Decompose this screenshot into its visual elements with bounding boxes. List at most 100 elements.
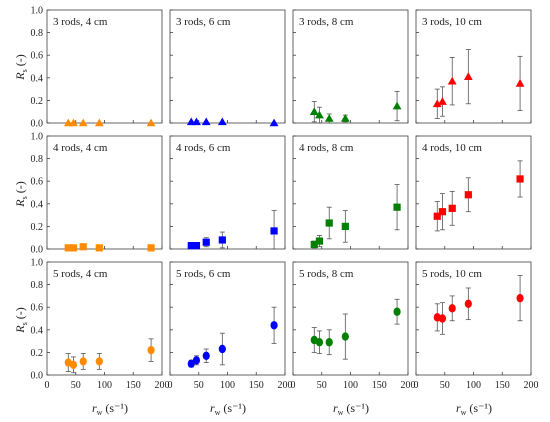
x-tick-label: 100 <box>466 380 481 391</box>
y-axis-title-row-1: Rs (-) <box>13 54 29 80</box>
data-point-4-rods-10cm-3 <box>448 204 456 212</box>
x-tick-label: 50 <box>317 380 327 391</box>
y-tick-label: 0.0 <box>31 245 44 256</box>
svg-text:rw (s⁻¹): rw (s⁻¹) <box>92 401 128 417</box>
data-point-3-rods-6cm-4 <box>217 117 227 126</box>
data-point-4-rods-8cm-4 <box>341 222 349 230</box>
panel-label: 4 rods, 8 cm <box>299 142 354 154</box>
y-axis-title-row-3: Rs (-) <box>13 307 29 333</box>
y-tick-label: 0.6 <box>31 303 44 314</box>
x-tick-label: 0 <box>45 380 50 391</box>
data-point-5-rods-4cm-3 <box>79 357 87 366</box>
panel-5-rods-8cm: 5 rods, 8 cm 0 50 100 150 200 <box>291 261 416 391</box>
y-tick-label: 0.4 <box>31 325 44 336</box>
data-point-4-rods-10cm-5 <box>516 175 524 183</box>
y-tick-label: 0.4 <box>31 199 44 210</box>
svg-text:Rs (-): Rs (-) <box>13 307 29 333</box>
y-tick-label: 0.2 <box>31 222 44 233</box>
data-point-3-rods-8cm-1 <box>309 107 319 115</box>
y-tick-label: 0.4 <box>31 73 44 84</box>
data-point-5-rods-10cm-2 <box>438 314 447 323</box>
svg-text:rw (s⁻¹): rw (s⁻¹) <box>333 401 369 417</box>
panel-label: 4 rods, 4 cm <box>53 142 108 154</box>
data-point-4-rods-8cm-1 <box>310 240 318 249</box>
data-point-3-rods-10cm-1 <box>432 99 442 108</box>
panel-4-rods-4cm: 4 rods, 4 cm 0.0 0.2 0.4 0.6 0.8 1.0 <box>31 132 163 256</box>
data-point-5-rods-10cm-3 <box>448 304 456 313</box>
x-tick-label: 200 <box>524 380 539 391</box>
data-point-4-rods-6cm-2 <box>192 242 201 250</box>
panel-label: 3 rods, 6 cm <box>176 16 231 28</box>
panel-label: 5 rods, 8 cm <box>299 268 354 280</box>
data-point-3-rods-10cm-4 <box>463 72 473 80</box>
y-tick-label: 0.6 <box>31 177 44 188</box>
x-tick-label: 150 <box>249 380 264 391</box>
y-tick-label: 0.0 <box>31 371 44 382</box>
data-point-4-rods-4cm-2 <box>69 244 78 252</box>
y-tick-label: 1.0 <box>31 6 44 17</box>
y-axis-title-row-2: Rs (-) <box>13 181 29 207</box>
panel-label: 3 rods, 4 cm <box>53 16 108 28</box>
data-point-4-rods-8cm-5 <box>393 203 401 211</box>
data-point-3-rods-8cm-4 <box>340 114 350 122</box>
x-axis-title-col-4: rw (s⁻¹) <box>456 401 492 417</box>
data-point-5-rods-4cm-5 <box>147 345 155 355</box>
panel-4-rods-8cm: 4 rods, 8 cm <box>292 135 409 250</box>
x-tick-label: 100 <box>343 380 358 391</box>
x-tick-label: 0 <box>414 380 419 391</box>
data-point-3-rods-10cm-2 <box>438 97 447 105</box>
x-tick-label: 150 <box>495 380 510 391</box>
data-point-3-rods-6cm-3 <box>201 117 211 126</box>
data-point-4-rods-6cm-3 <box>202 238 210 246</box>
x-tick-label: 100 <box>220 380 235 391</box>
x-axis-title-col-3: rw (s⁻¹) <box>333 401 369 417</box>
x-tick-label: 50 <box>440 380 450 391</box>
data-point-5-rods-10cm-5 <box>516 293 524 303</box>
svg-text:Rs (-): Rs (-) <box>13 54 29 80</box>
y-tick-label: 0.8 <box>31 154 44 165</box>
panel-3-rods-6cm: 3 rods, 6 cm <box>169 9 286 127</box>
panel-5-rods-10cm: 5 rods, 10 cm 0 50 100 150 200 <box>414 261 539 391</box>
panel-label: 3 rods, 8 cm <box>299 16 354 28</box>
panel-label: 5 rods, 6 cm <box>176 268 231 280</box>
data-point-3-rods-10cm-3 <box>447 76 457 85</box>
data-point-5-rods-6cm-3 <box>202 351 210 360</box>
data-point-3-rods-8cm-5 <box>392 101 402 110</box>
panel-3-rods-10cm: 3 rods, 10 cm <box>415 9 532 124</box>
data-point-4-rods-8cm-2 <box>315 237 324 245</box>
panel-3-rods-4cm: 3 rods, 4 cm 0.0 0.2 0.4 0.6 0.8 1.0 <box>31 6 163 130</box>
data-point-3-rods-10cm-5 <box>515 79 525 87</box>
data-point-4-rods-4cm-4 <box>95 244 103 252</box>
y-tick-label: 0.8 <box>31 28 44 39</box>
data-point-3-rods-4cm-3 <box>78 118 88 127</box>
panel-5-rods-6cm: 5 rods, 6 cm 0 50 100 150 200 <box>168 261 293 391</box>
data-point-5-rods-4cm-4 <box>95 357 103 366</box>
panel-label: 4 rods, 10 cm <box>422 142 482 154</box>
y-tick-label: 0.2 <box>31 348 44 359</box>
data-point-3-rods-6cm-2 <box>192 117 201 126</box>
data-point-4-rods-4cm-1 <box>64 244 72 252</box>
data-point-3-rods-4cm-5 <box>146 118 156 127</box>
data-point-4-rods-10cm-4 <box>464 191 472 199</box>
x-tick-label: 200 <box>401 380 416 391</box>
y-tick-label: 0.2 <box>31 96 44 107</box>
data-point-3-rods-8cm-3 <box>324 114 334 122</box>
data-point-5-rods-4cm-2 <box>69 360 78 370</box>
data-point-5-rods-8cm-5 <box>393 307 401 316</box>
y-tick-label: 0.0 <box>31 119 44 130</box>
data-point-5-rods-8cm-2 <box>315 338 324 347</box>
x-tick-label: 0 <box>291 380 296 391</box>
data-point-4-rods-10cm-1 <box>433 212 441 220</box>
data-point-4-rods-10cm-2 <box>438 208 447 216</box>
data-point-5-rods-6cm-5 <box>270 321 278 330</box>
x-tick-label: 50 <box>194 380 204 391</box>
x-tick-label: 50 <box>71 380 81 391</box>
data-point-4-rods-8cm-3 <box>325 219 333 227</box>
y-tick-label: 0.8 <box>31 280 44 291</box>
data-point-3-rods-8cm-2 <box>315 110 324 119</box>
x-tick-label: 150 <box>126 380 141 391</box>
data-point-4-rods-6cm-4 <box>218 236 226 244</box>
x-axis-title-col-1: rw (s⁻¹) <box>92 401 128 417</box>
panel-label: 4 rods, 6 cm <box>176 142 231 154</box>
